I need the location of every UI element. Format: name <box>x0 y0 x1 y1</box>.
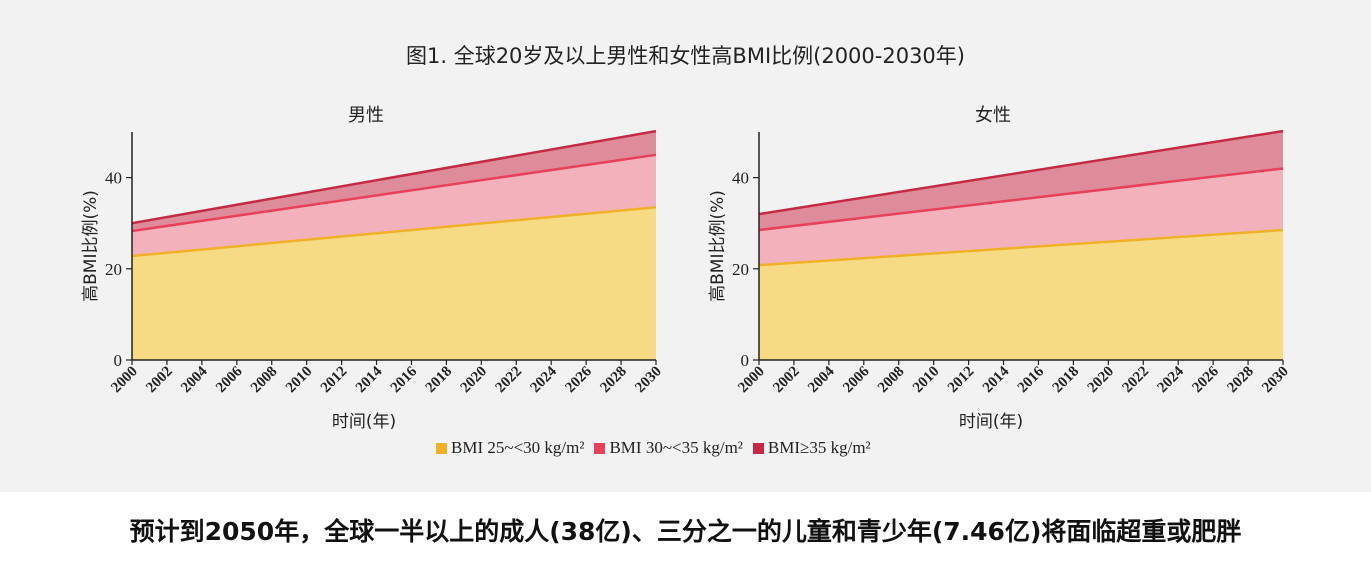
x-tick-label: 2022 <box>1120 364 1153 397</box>
x-tick-label: 2022 <box>493 364 526 397</box>
x-tick-label: 2016 <box>1015 363 1048 396</box>
x-tick-label: 2014 <box>353 363 386 396</box>
x-tick-label: 2014 <box>980 363 1013 396</box>
y-axis-title: 高BMI比例(%) <box>81 190 101 302</box>
legend-swatch-obese1 <box>594 442 606 454</box>
chart-title: 图1. 全球20岁及以上男性和女性高BMI比例(2000-2030年) <box>405 44 965 68</box>
x-tick-label: 2008 <box>875 364 908 397</box>
x-tick-label: 2008 <box>248 364 281 397</box>
x-tick-label: 2010 <box>283 364 316 397</box>
x-tick-label: 2006 <box>840 363 873 396</box>
x-tick-label: 2024 <box>1155 363 1188 396</box>
legend-item-overweight: BMI 25~<30 kg/m² <box>436 438 584 458</box>
legend: BMI 25~<30 kg/m² BMI 30~<35 kg/m² BMI≥35… <box>436 438 871 458</box>
y-tick-label: 20 <box>732 260 749 279</box>
x-tick-label: 2026 <box>562 363 595 396</box>
x-tick-label: 2030 <box>1259 364 1292 397</box>
x-tick-label: 2028 <box>1224 364 1257 397</box>
line-obese2 <box>131 129 657 225</box>
x-tick-label: 2004 <box>178 363 211 396</box>
female-chart-panel: 女性 0 20 40 2000 2002 2004 2006 2008 2010 2012 2014 2… <box>697 100 1297 435</box>
legend-label-overweight: BMI 25~<30 kg/m² <box>451 438 585 457</box>
legend-swatch-overweight <box>436 442 447 454</box>
panel-title: 男性 <box>348 105 384 126</box>
x-tick-label: 2024 <box>528 363 561 396</box>
line-obese2 <box>758 129 1284 216</box>
legend-item-obese2: BMI≥35 kg/m² <box>752 438 871 458</box>
y-tick-label: 0 <box>741 351 750 370</box>
legend-item-obese1: BMI 30~<35 kg/m² <box>594 438 743 458</box>
x-axis-title: 时间(年) <box>959 412 1023 432</box>
y-tick-label: 40 <box>105 169 122 188</box>
line-obese1 <box>131 153 657 233</box>
y-tick-label: 0 <box>114 351 123 370</box>
x-tick-label: 2002 <box>770 364 803 397</box>
y-tick-label: 40 <box>732 169 749 188</box>
x-tick-label: 2004 <box>805 363 838 396</box>
area-overweight <box>132 207 656 360</box>
line-overweight <box>758 228 1284 267</box>
area-obese2 <box>132 131 656 231</box>
legend-label-obese2: BMI≥35 kg/m² <box>767 438 871 457</box>
area-obese2 <box>759 131 1283 231</box>
x-tick-label: 2020 <box>458 364 491 397</box>
male-chart-panel: 男性 0 20 40 2000 2002 2004 2006 2008 2010 2012 2014 2… <box>70 100 670 435</box>
x-tick-label: 2012 <box>318 364 351 397</box>
x-tick-label: 2018 <box>1050 364 1083 397</box>
x-tick-label: 2006 <box>213 363 246 396</box>
x-tick-label: 2016 <box>388 363 421 396</box>
x-tick-label: 2030 <box>632 364 665 397</box>
figure: 图1. 全球20岁及以上男性和女性高BMI比例(2000-2030年) 男性 0 2… <box>0 0 1371 492</box>
y-axis-title: 高BMI比例(%) <box>708 190 728 302</box>
x-tick-label: 2020 <box>1085 364 1118 397</box>
x-tick-label: 2018 <box>423 364 456 397</box>
panel-title: 女性 <box>975 105 1011 126</box>
area-obese1 <box>759 168 1283 266</box>
x-tick-label: 2012 <box>945 364 978 397</box>
area-obese1 <box>132 154 656 257</box>
y-tick-label: 20 <box>105 260 122 279</box>
x-tick-label: 2026 <box>1189 363 1222 396</box>
x-tick-label: 2002 <box>143 364 176 397</box>
line-obese1 <box>758 167 1284 232</box>
x-axis-title: 时间(年) <box>332 412 396 432</box>
x-tick-label: 2010 <box>910 364 943 397</box>
area-overweight <box>759 230 1283 360</box>
line-overweight <box>131 205 657 258</box>
legend-label-obese1: BMI 30~<35 kg/m² <box>609 438 743 457</box>
legend-swatch-obese2 <box>752 442 764 454</box>
headline: 预计到2050年，全球一半以上的成人(38亿)、三分之一的儿童和青少年(7.46… <box>129 517 1242 546</box>
x-tick-label: 2028 <box>597 364 630 397</box>
